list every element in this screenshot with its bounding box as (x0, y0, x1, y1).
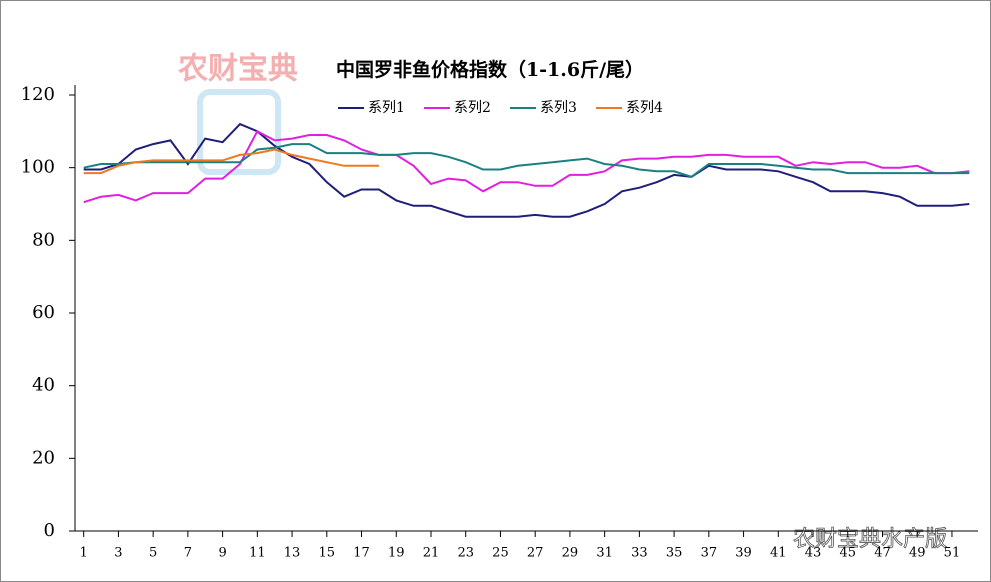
y-tick-label: 40 (32, 375, 55, 396)
x-tick-label: 35 (666, 546, 683, 561)
y-tick-label: 120 (21, 84, 55, 105)
x-tick-label: 3 (114, 546, 122, 561)
legend-label: 系列2 (454, 100, 491, 116)
series-line (83, 122, 970, 218)
x-tick-label: 1 (80, 546, 88, 561)
x-tick-label: 9 (218, 546, 226, 561)
y-tick-label: 0 (44, 520, 55, 541)
x-tick-label: 47 (874, 546, 891, 561)
series-line (83, 143, 970, 178)
watermark-logo (197, 89, 281, 175)
x-tick-label: 31 (596, 546, 613, 561)
x-tick-label: 37 (701, 546, 718, 561)
x-tick-label: 43 (805, 546, 822, 561)
watermark: 农财宝典 (177, 52, 298, 87)
y-tick-label: 20 (32, 447, 55, 468)
x-tick-label: 19 (388, 546, 405, 561)
y-tick-label: 80 (32, 229, 55, 250)
x-tick-label: 41 (770, 546, 787, 561)
x-tick-label: 49 (909, 546, 926, 561)
y-tick-label: 100 (21, 157, 55, 178)
x-tick-label: 33 (631, 546, 648, 561)
x-tick-label: 45 (839, 546, 856, 561)
x-tick-label: 5 (149, 546, 157, 561)
x-tick-label: 25 (492, 546, 509, 561)
x-tick-label: 21 (423, 546, 440, 561)
x-tick-label: 51 (944, 546, 961, 561)
y-tick-label: 60 (32, 302, 55, 323)
series-line (83, 129, 970, 204)
x-tick-label: 15 (319, 546, 336, 561)
x-tick-label: 23 (457, 546, 474, 561)
x-tick-label: 17 (353, 546, 370, 561)
chart-title: 中国罗非鱼价格指数（1-1.6斤/尾） (336, 58, 644, 81)
legend-label: 系列4 (626, 100, 663, 116)
x-tick-label: 39 (735, 546, 752, 561)
x-tick-label: 11 (249, 546, 266, 561)
x-tick-label: 27 (527, 546, 544, 561)
x-tick-label: 13 (284, 546, 301, 561)
series-line (83, 148, 379, 175)
legend-label: 系列3 (540, 100, 577, 116)
x-tick-label: 29 (562, 546, 579, 561)
x-tick-label: 7 (184, 546, 192, 561)
legend-label: 系列1 (368, 100, 405, 116)
